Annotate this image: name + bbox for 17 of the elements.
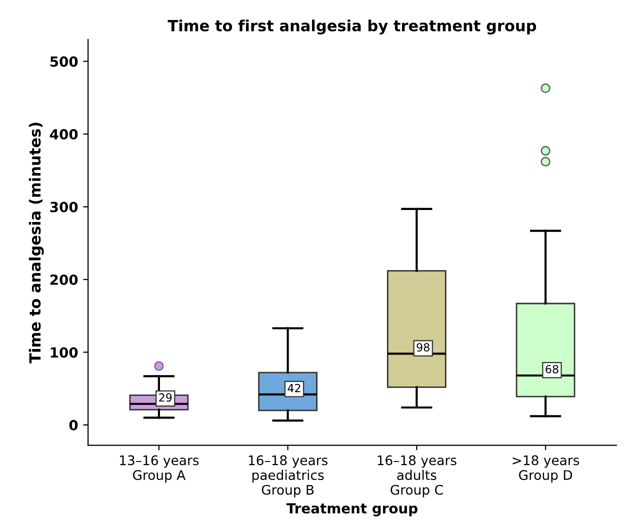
x-axis-title: Treatment group — [286, 503, 418, 516]
annotation: 68 — [546, 364, 558, 374]
chart-title: Time to first analgesia by treatment group — [168, 20, 536, 34]
y-axis-title: Time to analgesia (minutes) — [28, 122, 44, 364]
y-tick-label: 100 — [50, 347, 78, 358]
y-tick-label: 200 — [50, 274, 78, 285]
x-tick-label: 13–16 years Group A — [120, 455, 199, 483]
y-tick-label: 400 — [50, 129, 78, 140]
annotation: 29 — [159, 393, 172, 402]
x-tick-label: >18 years Group D — [512, 455, 580, 483]
y-tick-label: 500 — [50, 56, 78, 67]
x-tick-label: 16–18 years paediatrics Group B — [248, 455, 328, 498]
y-tick-label: 300 — [50, 202, 78, 212]
annotation: 42 — [288, 384, 300, 392]
annotation: 98 — [416, 343, 430, 352]
y-tick-label: 0 — [69, 420, 78, 430]
x-tick-label: 16–18 years adults Group C — [378, 455, 456, 498]
